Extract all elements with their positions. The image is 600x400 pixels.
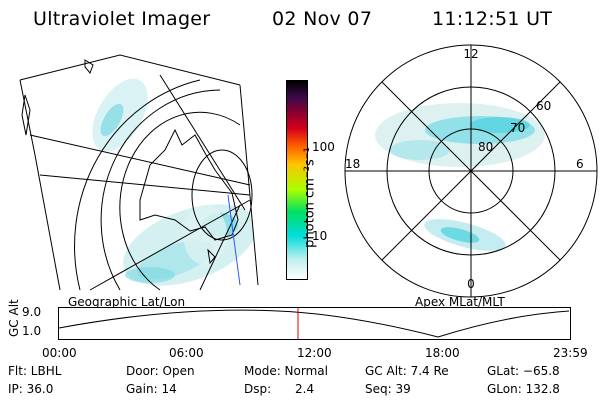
aurora-emission xyxy=(92,78,257,286)
lat-label-70: 70 xyxy=(510,121,525,135)
seq-info: Seq: 39 xyxy=(365,382,411,396)
gain-info: Gain: 14 xyxy=(126,382,177,396)
orbit-xtick-1200: 12:00 xyxy=(297,346,332,360)
mlt-label-18: 18 xyxy=(345,157,360,171)
orbit-xtick-1800: 18:00 xyxy=(425,346,460,360)
geographic-map xyxy=(19,54,259,291)
glat-info: GLat: −65.8 xyxy=(487,364,560,378)
orbit-xtick-0600: 06:00 xyxy=(169,346,204,360)
orbit-xtick-0000: 00:00 xyxy=(42,346,77,360)
intensity-colorbar xyxy=(286,80,308,280)
polar-plot: 12 0 18 6 80 70 60 xyxy=(344,44,598,298)
lat-lon-grid xyxy=(19,54,259,291)
date-label: 02 Nov 07 xyxy=(272,8,373,30)
filter-info: Flt: LBHL xyxy=(8,364,62,378)
orbit-altitude-curve xyxy=(58,309,570,338)
mlt-label-6: 6 xyxy=(576,157,584,171)
orbit-altitude-plot xyxy=(58,307,571,340)
geographic-caption: Geographic Lat/Lon xyxy=(68,295,186,309)
colorbar-unit-label: photon cm⁻²s⁻¹ xyxy=(302,147,318,248)
dsp-value: 2.4 xyxy=(295,382,315,396)
ip-info: IP: 36.0 xyxy=(8,382,54,396)
colorbar-tick-100: 100 xyxy=(312,140,335,154)
instrument-title: Ultraviolet Imager xyxy=(33,8,211,30)
spacecraft-track xyxy=(227,194,241,286)
orbit-ytick-bottom: 1.0 xyxy=(22,324,42,338)
orbit-ytick-top: 9.0 xyxy=(22,305,42,319)
polar-caption: Apex MLat/MLT xyxy=(415,295,505,309)
coastline xyxy=(21,59,239,265)
mlt-label-0: 0 xyxy=(467,277,475,291)
time-label: 11:12:51 UT xyxy=(432,8,553,30)
door-info: Door: Open xyxy=(126,364,195,378)
mlt-label-12: 12 xyxy=(463,47,478,61)
colorbar-tick-10: 10 xyxy=(312,229,328,243)
dsp-label: Dsp: xyxy=(244,382,272,396)
orbit-xtick-2359: 23:59 xyxy=(553,346,588,360)
mode-info: Mode: Normal xyxy=(244,364,328,378)
polar-aurora xyxy=(375,103,545,251)
orbit-ylabel: GC Alt xyxy=(7,299,21,337)
lat-label-60: 60 xyxy=(536,99,551,113)
lat-label-80: 80 xyxy=(478,140,493,154)
glon-info: GLon: 132.8 xyxy=(487,382,560,396)
gc-alt-info: GC Alt: 7.4 Re xyxy=(365,364,449,378)
polar-grid xyxy=(344,44,598,298)
